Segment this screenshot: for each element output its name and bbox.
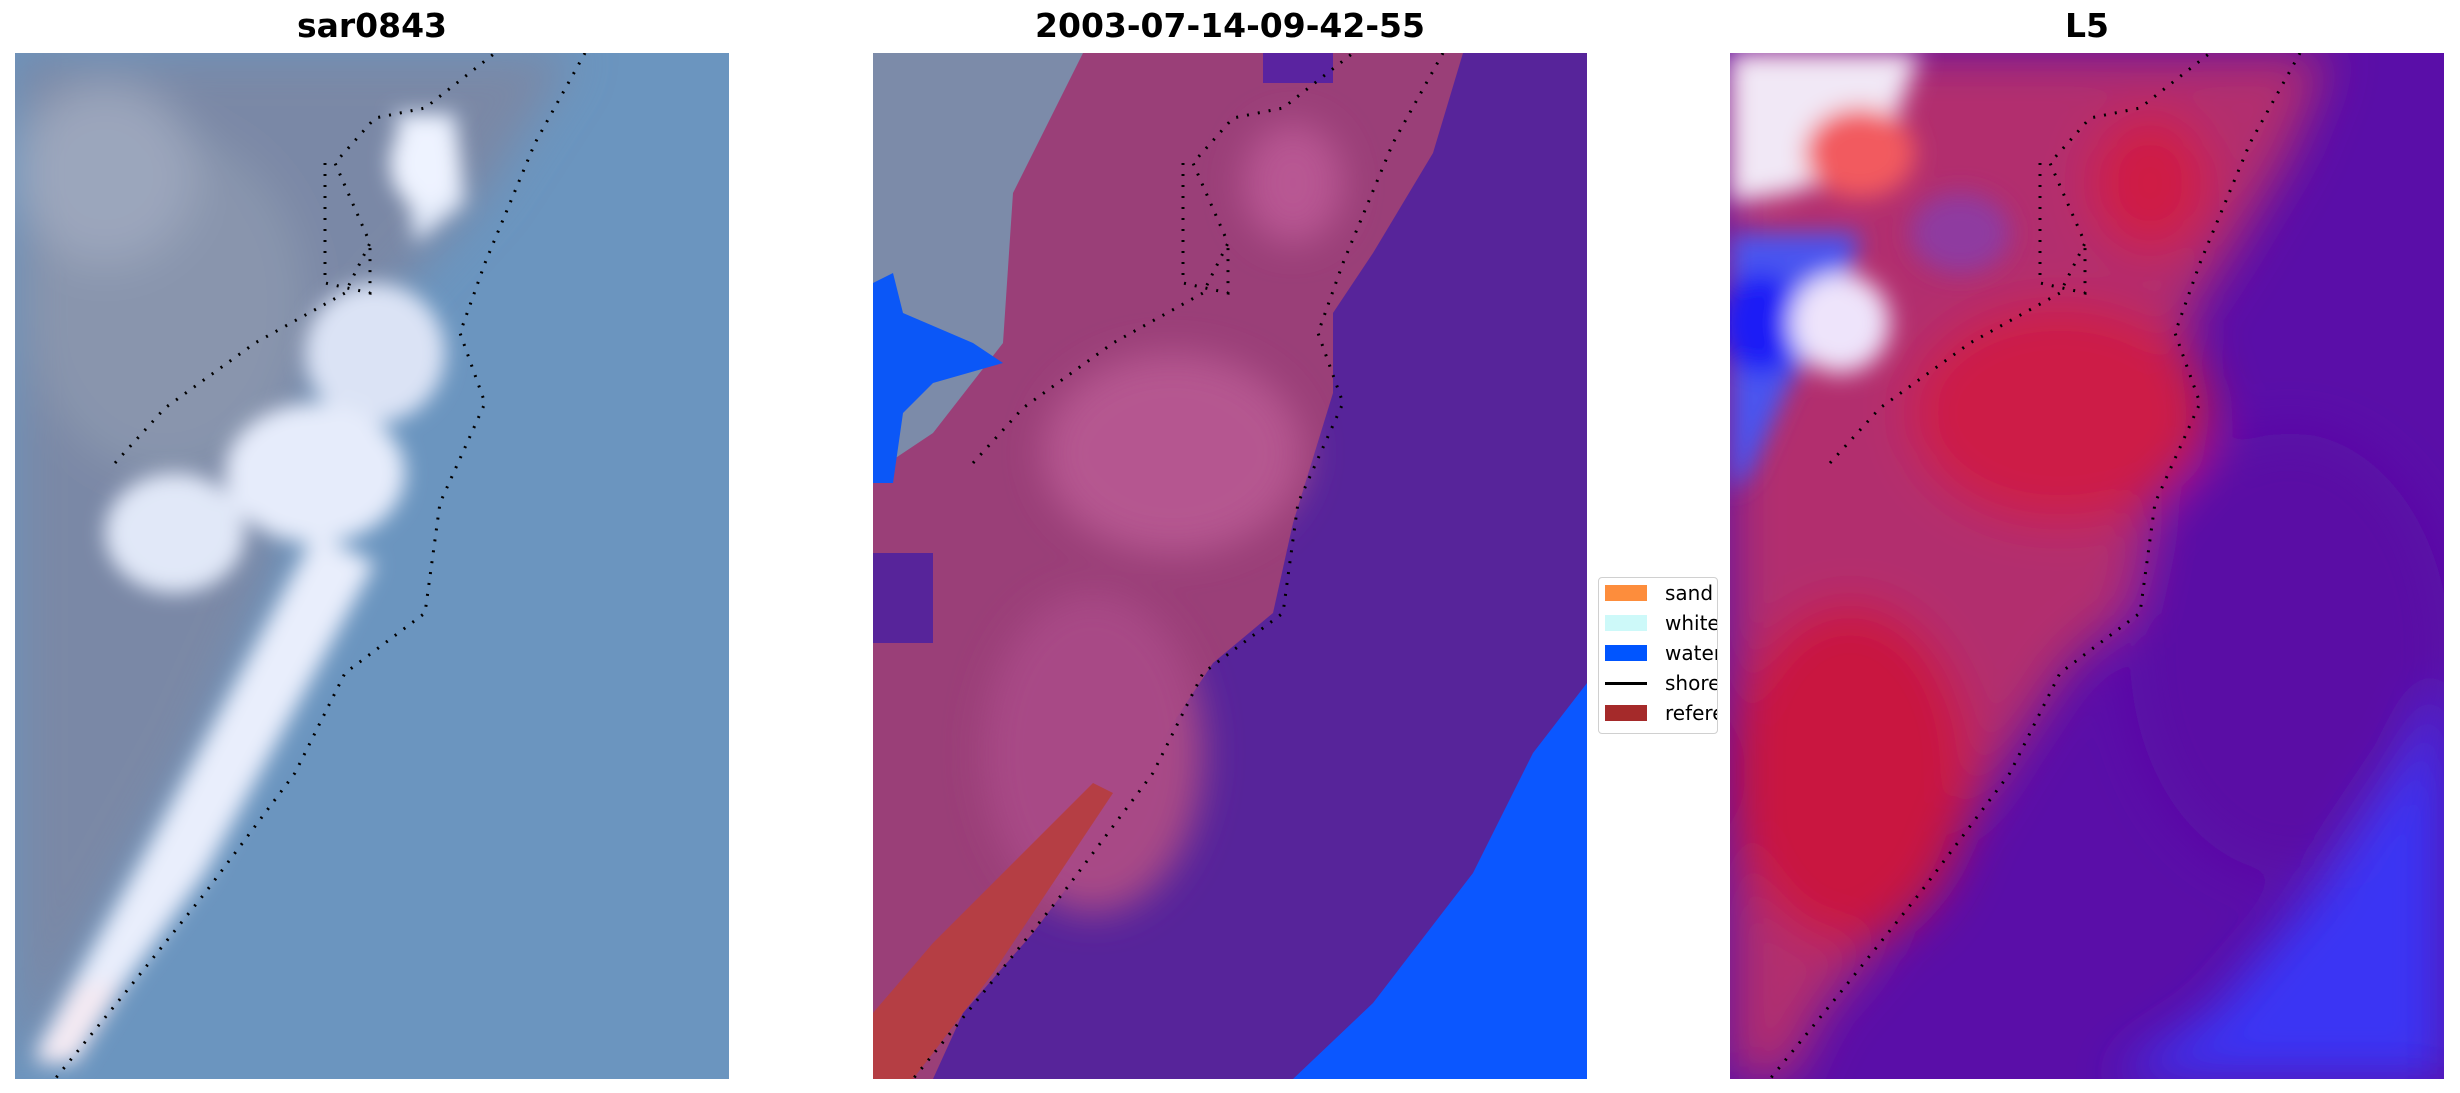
legend-label-sand: sand [1665,581,1714,605]
legend-label-shoreline: shoreline [1665,671,1717,695]
legend-line-shoreline [1605,682,1647,685]
legend-item-reference: reference [1605,700,1717,725]
rgb-image-panel [15,53,729,1079]
shoreline-trace [971,53,1354,465]
panel-title-classified: 2003-07-14-09-42-55 [1035,6,1425,45]
shoreline-trace [113,53,496,465]
reference-patch [873,783,1113,1079]
shoreline-trace [2038,163,2087,295]
shoreline-trace [1181,163,1230,295]
panel-title-index: L5 [2065,6,2109,45]
water-class-patch [873,273,1003,483]
legend-swatch-water [1605,645,1647,661]
legend-item-sand: sand [1605,580,1717,605]
legend-swatch-whitewater [1605,615,1647,631]
rgb-image [15,53,729,1079]
water-class-patch [1293,683,1587,1079]
legend-swatch-reference [1605,705,1647,721]
legend-item-water: water [1605,640,1718,665]
legend-label-water: water [1665,641,1718,665]
index-image-panel [1730,53,2444,1079]
classified-image-panel [873,53,1587,1079]
index-image [1730,53,2444,1079]
legend-swatch-sand [1605,585,1647,601]
legend-item-shoreline: shoreline [1605,670,1717,695]
legend-label-reference: reference [1665,701,1717,725]
panel-title-rgb: sar0843 [296,6,448,45]
shoreline-trace [323,163,372,295]
shoreline-trace [1828,53,2211,465]
classified-image [873,53,1587,1079]
